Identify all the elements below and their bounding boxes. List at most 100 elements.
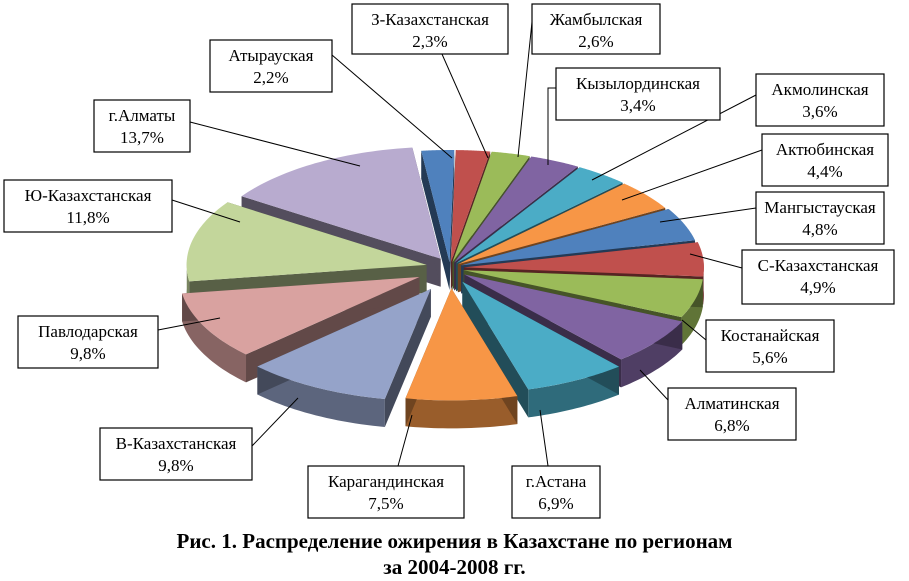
chart-subtitle: за 2004-2008 гг. bbox=[383, 555, 526, 579]
figure-caption: Рис. 1. Распределение ожирения в Казахст… bbox=[0, 528, 909, 580]
slice-label-box bbox=[741, 249, 895, 305]
slice-label-box bbox=[17, 315, 159, 369]
slice-label-value: 7,5% bbox=[368, 494, 403, 513]
slice-label-box bbox=[555, 67, 721, 121]
slice-label-name: Мангыстауская bbox=[764, 198, 876, 217]
slice-label-value: 3,6% bbox=[802, 102, 837, 121]
slice-label: Жамбылская 2,6% bbox=[531, 3, 661, 55]
slice-label-value: 4,8% bbox=[802, 220, 837, 239]
slice-label-value: 2,6% bbox=[578, 32, 613, 51]
slice-label-box bbox=[761, 133, 889, 187]
slice-label-box bbox=[667, 387, 797, 441]
slice-label-value: 9,8% bbox=[70, 344, 105, 363]
slice-labels: З-Казахстанская 2,3% Жамбылская 2,6% Кызылор… bbox=[3, 3, 895, 519]
slice-label-name: Костанайская bbox=[721, 326, 820, 345]
leader-line bbox=[539, 409, 549, 467]
leader-line bbox=[659, 207, 757, 223]
pie-slice-edge bbox=[462, 281, 529, 418]
slice-label: Карагандинская 7,5% bbox=[307, 465, 465, 519]
pie-slices bbox=[182, 147, 704, 429]
pie-slice-wall bbox=[405, 396, 518, 429]
slice-label-name: Кызылординская bbox=[576, 74, 700, 93]
leader-line bbox=[397, 414, 413, 467]
slice-label-value: 13,7% bbox=[120, 128, 164, 147]
slice-label-box bbox=[705, 319, 835, 373]
slice-label-box bbox=[3, 179, 173, 233]
leader-line bbox=[591, 94, 757, 181]
slice-label-name: г.Алматы bbox=[109, 106, 176, 125]
pie-slice-wall bbox=[182, 293, 247, 383]
slice-label: Актюбинская 4,4% bbox=[761, 133, 889, 187]
leader-line bbox=[547, 87, 556, 165]
slice-label-box bbox=[755, 191, 885, 245]
pie-slice bbox=[450, 150, 491, 263]
slice-label-value: 2,3% bbox=[412, 32, 447, 51]
pie-slice bbox=[182, 276, 420, 355]
pie-slice bbox=[457, 183, 666, 265]
slice-label-name: г.Астана bbox=[526, 472, 587, 491]
pie-slice bbox=[462, 281, 620, 390]
leader-line bbox=[621, 149, 763, 201]
leader-line bbox=[171, 199, 241, 223]
pie-slice bbox=[405, 288, 518, 401]
slice-label-value: 4,4% bbox=[807, 162, 842, 181]
pie-slice-wall bbox=[703, 262, 704, 305]
slice-label-name: Актюбинская bbox=[776, 140, 874, 159]
slice-label: Павлодарская 9,8% bbox=[17, 315, 159, 369]
slice-label-name: Атырауская bbox=[229, 46, 314, 65]
slice-label: г.Астана 6,9% bbox=[511, 465, 601, 519]
slice-label: Алматинская 6,8% bbox=[667, 387, 797, 441]
leader-line bbox=[681, 319, 707, 341]
pie-slice bbox=[257, 289, 431, 399]
slice-label: В-Казахстанская 9,8% bbox=[99, 427, 253, 481]
slice-label-value: 6,8% bbox=[714, 416, 749, 435]
slice-label-box bbox=[209, 39, 333, 93]
slice-label: Мангыстауская 4,8% bbox=[755, 191, 885, 245]
pie-slice bbox=[464, 274, 683, 360]
slice-label-box bbox=[93, 99, 191, 153]
slice-label-box bbox=[531, 3, 661, 55]
slice-label-value: 3,4% bbox=[620, 96, 655, 115]
pie-slice-edge bbox=[449, 150, 455, 291]
slice-label-name: Алматинская bbox=[684, 394, 779, 413]
slice-label-name: В-Казахстанская bbox=[116, 434, 237, 453]
slice-label-name: З-Казахстанская bbox=[371, 10, 489, 29]
pie-slice bbox=[241, 147, 441, 259]
slice-label-box bbox=[511, 465, 601, 519]
slice-label-value: 2,2% bbox=[253, 68, 288, 87]
slice-label-box bbox=[351, 3, 509, 55]
slice-label-box bbox=[307, 465, 465, 519]
slice-label-value: 6,9% bbox=[538, 494, 573, 513]
slice-label-value: 4,9% bbox=[800, 278, 835, 297]
pie-slice bbox=[454, 156, 578, 263]
leader-line bbox=[689, 253, 743, 269]
leader-line bbox=[251, 397, 299, 447]
slice-label-name: Павлодарская bbox=[38, 322, 138, 341]
slice-label-value: 9,8% bbox=[158, 456, 193, 475]
leader-line bbox=[157, 317, 221, 331]
pie-slice bbox=[463, 270, 703, 318]
leader-line bbox=[639, 369, 669, 401]
slice-label: г.Алматы 13,7% bbox=[93, 99, 191, 153]
pie-slice bbox=[456, 167, 623, 264]
slice-label-value: 11,8% bbox=[66, 208, 109, 227]
slice-label-name: Ю-Казахстанская bbox=[25, 186, 152, 205]
slice-label: Атырауская 2,2% bbox=[209, 39, 333, 93]
chart-title: Рис. 1. Распределение ожирения в Казахст… bbox=[176, 529, 733, 553]
slice-label-name: С-Казахстанская bbox=[758, 256, 879, 275]
leader-line bbox=[331, 54, 453, 159]
slice-label: Костанайская 5,6% bbox=[705, 319, 835, 373]
pie-slice-wall bbox=[257, 366, 385, 427]
leader-line bbox=[189, 121, 361, 167]
slice-label-name: Карагандинская bbox=[328, 472, 444, 491]
pie-slice bbox=[461, 208, 696, 266]
slice-label: Кызылординская 3,4% bbox=[555, 67, 721, 121]
pie-slice-edge bbox=[384, 289, 431, 427]
slice-label-box bbox=[755, 73, 885, 127]
slice-label: З-Казахстанская 2,3% bbox=[351, 3, 509, 55]
slice-label: С-Казахстанская 4,9% bbox=[741, 249, 895, 305]
leader-line bbox=[517, 21, 533, 158]
pie-slice bbox=[463, 242, 704, 277]
slice-label: Ю-Казахстанская 11,8% bbox=[3, 179, 173, 233]
